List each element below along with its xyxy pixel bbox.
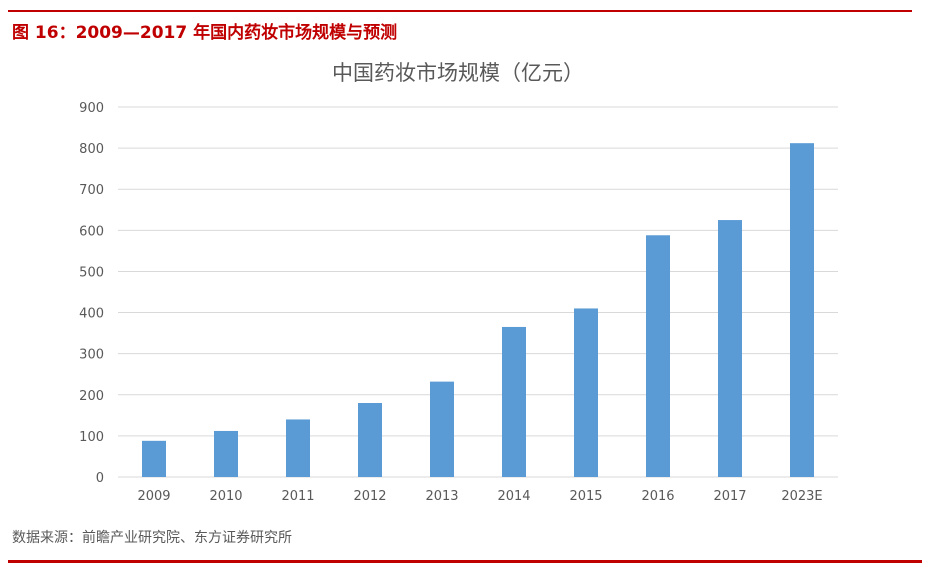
x-tick-label: 2013 xyxy=(425,489,458,504)
y-tick-label: 100 xyxy=(79,430,104,445)
x-tick-label: 2012 xyxy=(353,489,386,504)
chart-title: 中国药妆市场规模（亿元） xyxy=(332,61,584,85)
y-tick-label: 600 xyxy=(79,224,104,239)
x-tick-label: 2009 xyxy=(137,489,170,504)
bar-2017 xyxy=(718,220,742,478)
y-tick-label: 800 xyxy=(79,142,104,157)
x-tick-label: 2014 xyxy=(497,489,530,504)
bar-2009 xyxy=(142,440,166,477)
x-tick-label: 2016 xyxy=(641,489,674,504)
top-rule xyxy=(8,10,912,12)
y-axis-tick-labels: 0 100 200 300 400 500 600 700 800 900 xyxy=(79,101,104,486)
x-tick-label: 2023E xyxy=(781,489,822,504)
y-tick-label: 900 xyxy=(79,101,104,116)
x-axis-tick-labels: 2009 2010 2011 2012 2013 2014 2015 2016 2017 2023… xyxy=(137,489,822,504)
y-tick-label: 400 xyxy=(79,307,104,322)
y-tick-label: 700 xyxy=(79,183,104,198)
figure-caption: 图 16：2009—2017 年国内药妆市场规模与预测 xyxy=(12,23,398,43)
bar-2013 xyxy=(430,381,454,477)
bars xyxy=(142,143,814,478)
x-tick-label: 2015 xyxy=(569,489,602,504)
bar-chart: 中国药妆市场规模（亿元） 0 100 200 300 400 500 600 700 800 90… xyxy=(79,61,838,504)
bottom-rule xyxy=(8,560,922,563)
bar-2023E xyxy=(790,143,814,477)
x-tick-label: 2010 xyxy=(209,489,242,504)
x-tick-label: 2011 xyxy=(281,489,314,504)
bar-2016 xyxy=(646,235,670,477)
source-note: 数据来源：前瞻产业研究院、东方证券研究所 xyxy=(12,530,292,546)
bar-2014 xyxy=(502,326,526,477)
y-tick-label: 500 xyxy=(79,265,104,280)
y-tick-label: 300 xyxy=(79,348,104,363)
y-tick-label: 200 xyxy=(79,389,104,404)
bar-2012 xyxy=(358,403,382,477)
bar-2010 xyxy=(214,430,238,477)
bar-2011 xyxy=(286,419,310,477)
y-tick-label: 0 xyxy=(96,471,104,486)
bar-2015 xyxy=(574,308,598,477)
x-tick-label: 2017 xyxy=(713,489,746,504)
